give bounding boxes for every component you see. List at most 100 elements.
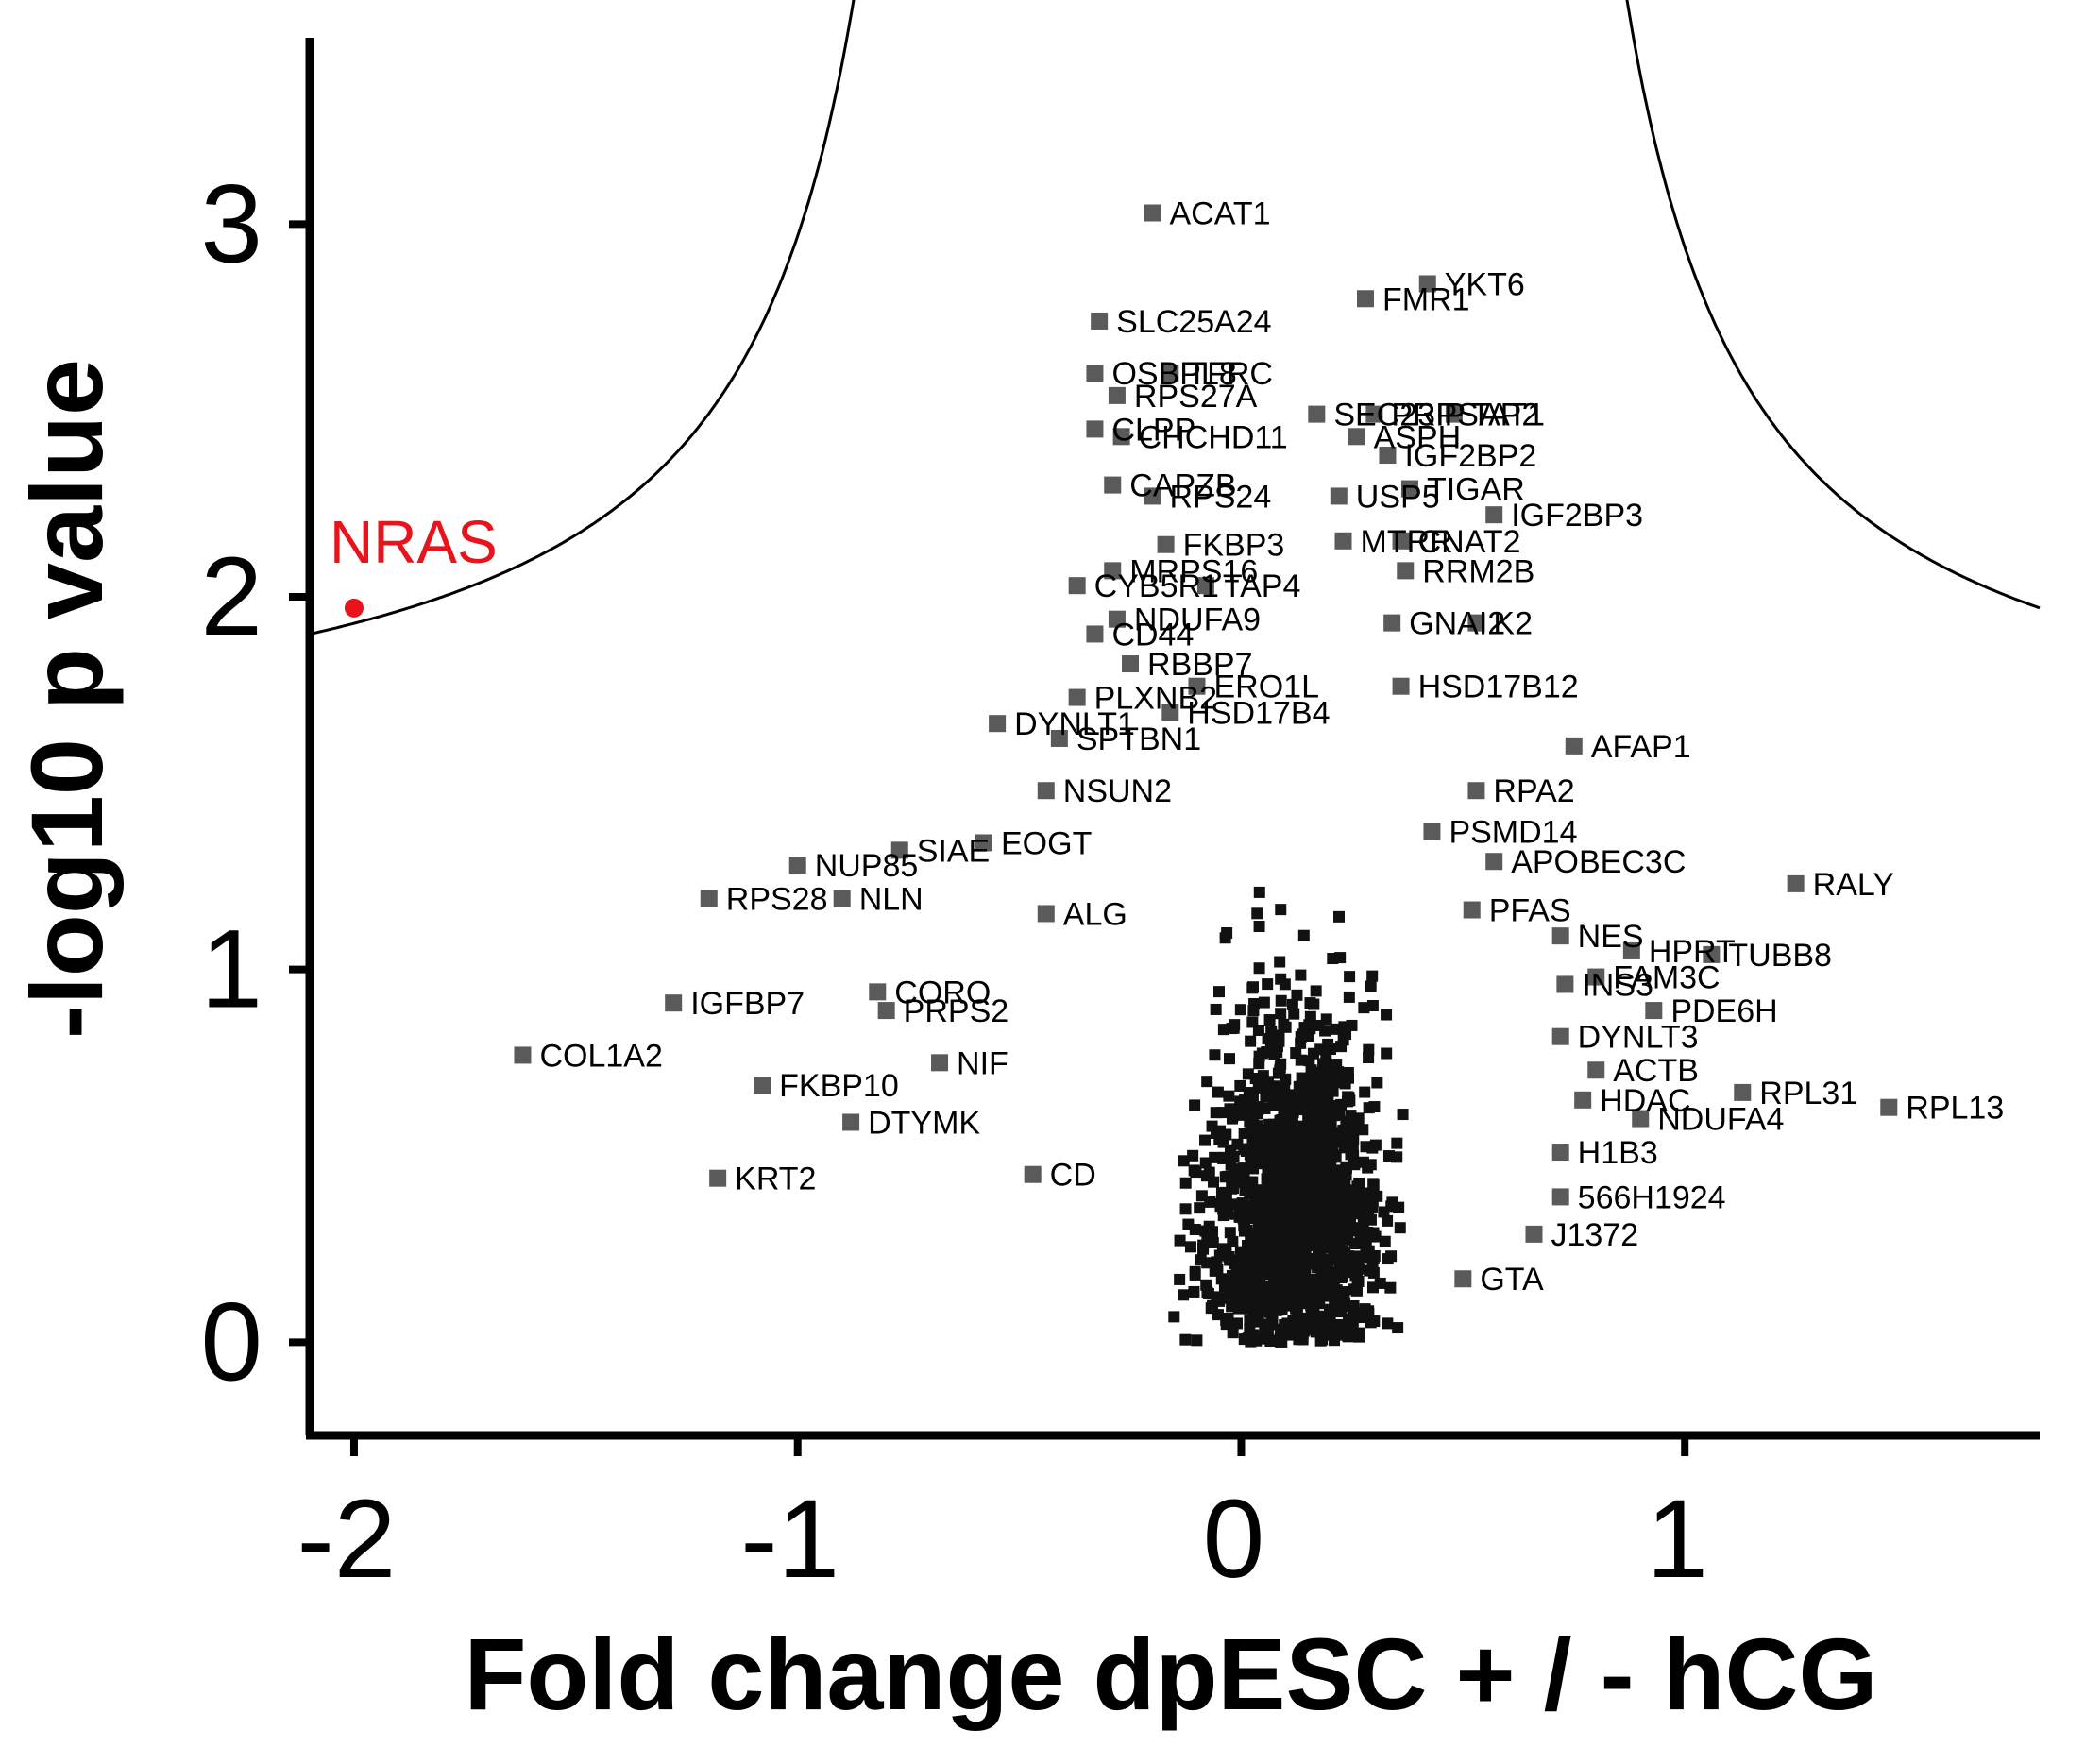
unlabeled-point [1262, 978, 1274, 991]
data-point [975, 834, 993, 852]
point-label: HDAC [1600, 1083, 1690, 1119]
unlabeled-point [1242, 1247, 1254, 1259]
data-point [1525, 1225, 1543, 1243]
unlabeled-point [1382, 1317, 1394, 1330]
unlabeled-point [1258, 1233, 1270, 1246]
point-label: MRPS16 [1129, 553, 1258, 589]
unlabeled-point [1365, 980, 1377, 992]
unlabeled-point [1359, 1086, 1371, 1098]
unlabeled-point [1295, 1120, 1307, 1132]
unlabeled-point [1174, 1234, 1186, 1247]
unlabeled-point [1235, 1293, 1247, 1305]
data-point [1086, 420, 1104, 438]
unlabeled-point [1203, 1166, 1215, 1179]
unlabeled-point [1334, 952, 1347, 964]
unlabeled-point [1282, 1278, 1295, 1290]
unlabeled-point [1298, 1270, 1311, 1282]
unlabeled-point [1315, 1288, 1328, 1300]
unlabeled-point [1187, 1149, 1199, 1162]
unlabeled-point [1327, 1320, 1339, 1332]
point-label: GNAI2 [1409, 606, 1505, 642]
data-point [1196, 577, 1214, 595]
point-label: J1372 [1551, 1217, 1638, 1253]
point-label: NIF [957, 1045, 1009, 1081]
unlabeled-point [1381, 1047, 1393, 1060]
unlabeled-point [1333, 1236, 1346, 1248]
unlabeled-point [1381, 1009, 1393, 1021]
unlabeled-point [1245, 1335, 1257, 1348]
unlabeled-point [1243, 1176, 1255, 1188]
unlabeled-point [1251, 907, 1263, 920]
data-point [1365, 405, 1383, 423]
y-tick-label: 3 [200, 161, 263, 286]
unlabeled-point [1335, 1098, 1348, 1111]
data-point [1188, 677, 1206, 695]
unlabeled-point [1275, 1008, 1287, 1020]
unlabeled-point [1286, 998, 1298, 1010]
unlabeled-point [1238, 1128, 1250, 1140]
unlabeled-point [1319, 1025, 1331, 1037]
data-point [1037, 782, 1055, 800]
unlabeled-point [1244, 1314, 1256, 1326]
unlabeled-point [1224, 1103, 1236, 1115]
data-point [1787, 874, 1805, 892]
unlabeled-point [1220, 1128, 1232, 1141]
unlabeled-point [1315, 1161, 1328, 1173]
unlabeled-point [1297, 1315, 1309, 1328]
unlabeled-point [1358, 1002, 1370, 1014]
unlabeled-point [1228, 1150, 1240, 1162]
y-tick-label: 0 [200, 1280, 263, 1404]
unlabeled-point [1238, 1220, 1250, 1232]
unlabeled-point [1371, 1190, 1383, 1202]
nras-label: NRAS [330, 508, 498, 576]
unlabeled-point [1270, 1272, 1282, 1284]
unlabeled-point [1253, 886, 1265, 898]
point-label: ACAT1 [1170, 195, 1271, 231]
point-label: IGFBP7 [690, 986, 805, 1022]
unlabeled-point [1363, 1051, 1375, 1063]
unlabeled-point [1268, 1212, 1280, 1224]
unlabeled-point [1189, 1099, 1201, 1111]
data-point [1122, 655, 1140, 673]
unlabeled-point [1208, 1176, 1220, 1188]
unlabeled-point [1306, 1074, 1318, 1086]
data-point [1086, 625, 1104, 643]
unlabeled-point [1343, 1262, 1355, 1274]
point-label: NDUFA9 [1134, 602, 1261, 638]
unlabeled-point [1253, 962, 1265, 975]
y-tick-label: 1 [200, 907, 263, 1032]
unlabeled-point [1251, 1254, 1263, 1266]
unlabeled-point [1178, 1155, 1190, 1167]
point-label: NUP85 [815, 848, 919, 884]
unlabeled-point [1247, 1005, 1260, 1017]
unlabeled-point [1391, 1137, 1403, 1149]
unlabeled-point [1336, 1178, 1348, 1190]
data-point [1703, 945, 1721, 963]
unlabeled-point [1214, 1197, 1227, 1210]
point-label: ERO1L [1213, 670, 1319, 705]
data-point [1308, 405, 1326, 423]
unlabeled-point [1310, 985, 1322, 997]
unlabeled-point [1227, 1235, 1239, 1247]
unlabeled-point [1239, 1184, 1251, 1196]
point-label: PRPSAP2 [1391, 398, 1539, 433]
data-point [1551, 1144, 1569, 1162]
data-point [1104, 562, 1122, 580]
unlabeled-point [1347, 1323, 1359, 1335]
unlabeled-point [1188, 1285, 1200, 1298]
point-label: NDUFA4 [1657, 1102, 1784, 1138]
y-axis-title: -log10 p value [9, 359, 124, 1039]
unlabeled-point [1334, 1293, 1347, 1305]
unlabeled-point [1273, 1232, 1285, 1245]
point-label: MTRR [1361, 524, 1453, 560]
point-label: FMR1 [1382, 281, 1470, 317]
data-point [788, 857, 806, 874]
point-label: DTYMK [868, 1105, 980, 1141]
data-point [1108, 610, 1126, 628]
unlabeled-point [1320, 1053, 1332, 1065]
data-point [1551, 1027, 1569, 1045]
point-label: CORO [894, 975, 991, 1010]
threshold-curve-left [309, 0, 856, 636]
